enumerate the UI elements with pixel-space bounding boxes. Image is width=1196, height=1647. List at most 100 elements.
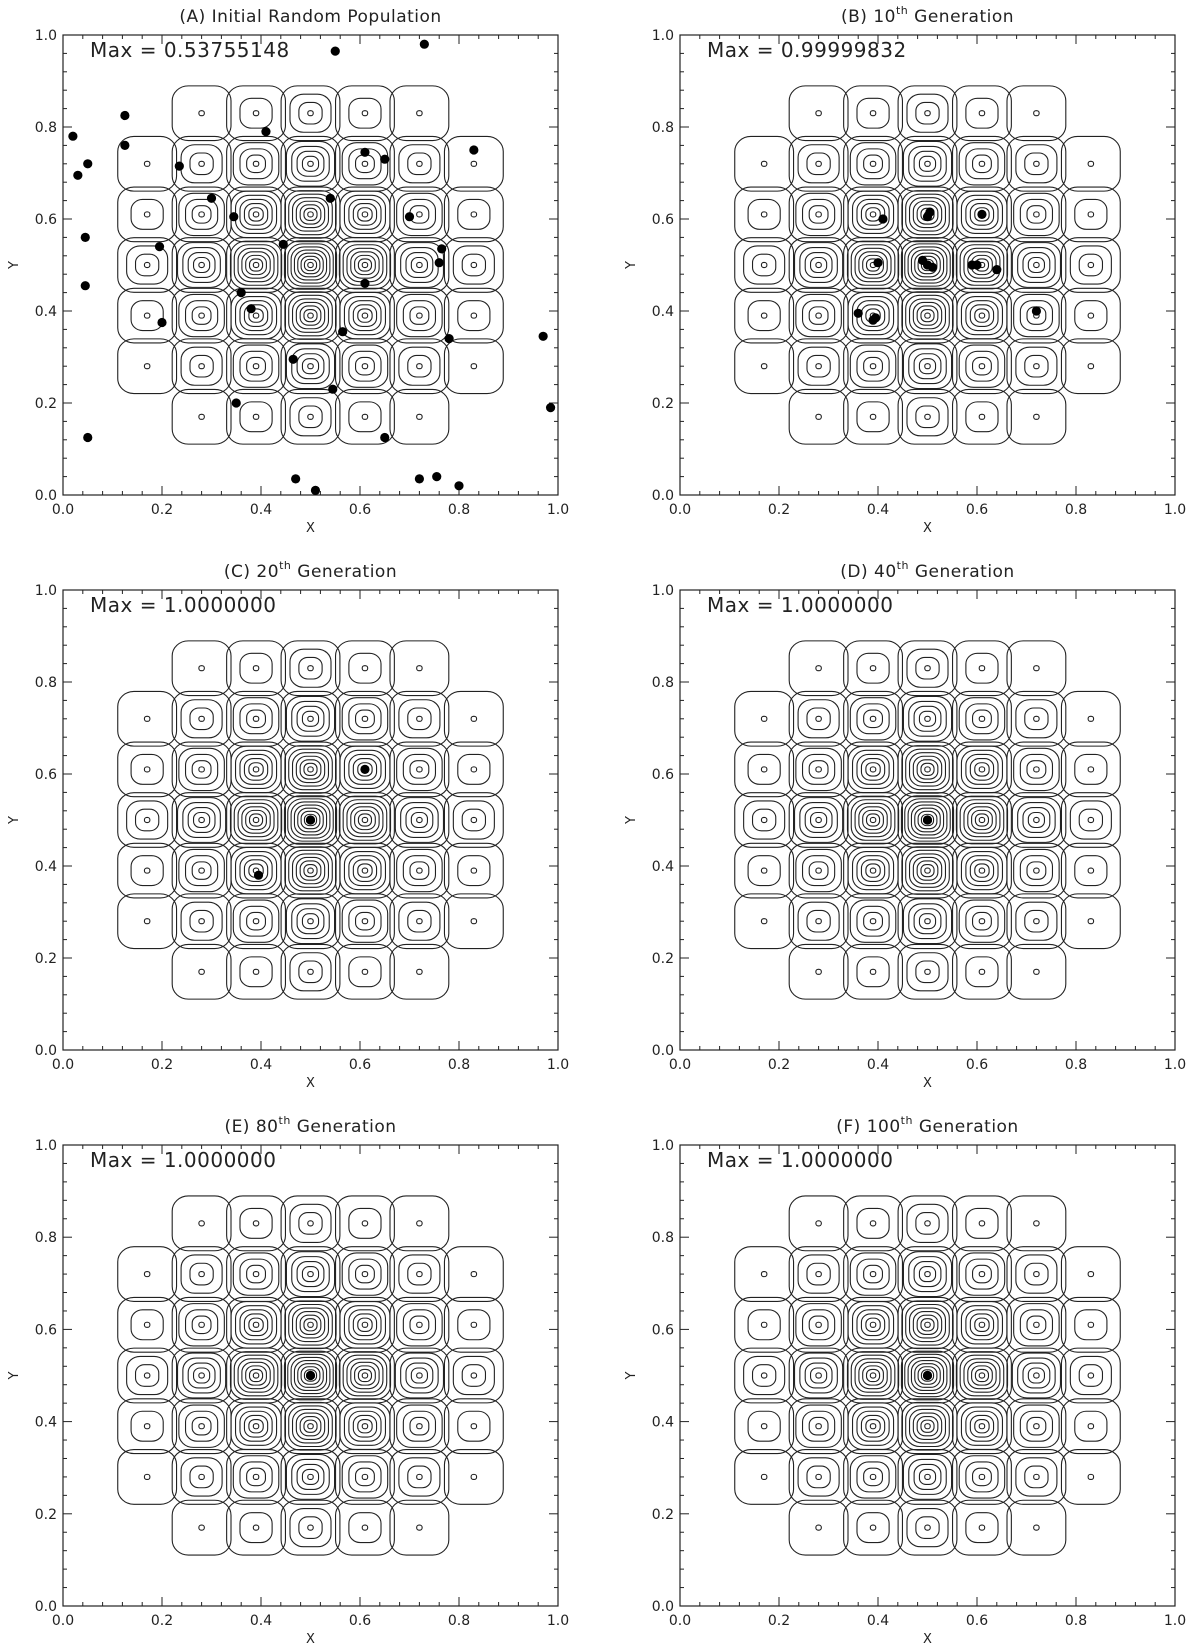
contour-line	[788, 388, 849, 445]
population-point	[229, 212, 239, 222]
population-point	[434, 258, 444, 268]
contour-line	[117, 186, 178, 243]
contour-line	[863, 709, 883, 729]
contour-line	[804, 252, 833, 278]
contour-line	[343, 1406, 387, 1446]
contour-line	[1078, 253, 1104, 277]
contour-line	[910, 1359, 945, 1392]
contour-line	[856, 350, 890, 382]
contour-line	[958, 697, 1006, 741]
contour-line	[907, 246, 948, 284]
contour-line	[788, 287, 849, 344]
contour-line	[869, 715, 877, 722]
contour-line	[252, 1321, 260, 1328]
contour-line	[913, 1463, 942, 1490]
contour-line	[734, 338, 795, 395]
contour-line	[143, 715, 151, 722]
population-point	[992, 265, 1002, 275]
contour-line	[307, 211, 314, 218]
contour-line	[1060, 741, 1121, 798]
contour-line	[856, 148, 890, 180]
x-tick-label: 0.2	[768, 502, 790, 518]
contour-line	[965, 1512, 999, 1544]
contour-line	[902, 140, 953, 187]
contour-line	[232, 344, 280, 388]
contour-line	[897, 893, 958, 950]
contour-line	[865, 1418, 881, 1434]
contour-line	[198, 968, 205, 975]
contour-line	[1026, 1416, 1047, 1436]
contour-line	[1060, 1448, 1121, 1505]
contour-line	[180, 699, 223, 739]
contour-line	[348, 97, 382, 129]
contour-line	[288, 849, 333, 892]
x-tick-label: 1.0	[1164, 1613, 1186, 1629]
contour-line	[252, 1372, 260, 1379]
contour-line	[357, 813, 373, 827]
contour-line	[187, 1362, 216, 1389]
contour-line	[760, 211, 768, 218]
contour-line	[342, 1354, 388, 1397]
contour-line	[912, 1412, 943, 1440]
contour-line	[443, 842, 504, 899]
contour-line	[171, 842, 232, 899]
contour-line	[1013, 293, 1060, 338]
contour-line	[343, 1305, 387, 1345]
contour-line	[788, 792, 849, 848]
contour-line	[226, 135, 287, 192]
contour-line	[352, 1313, 378, 1337]
contour-line	[1033, 1321, 1040, 1328]
contour-line	[1087, 1473, 1095, 1481]
contour-line	[398, 901, 441, 941]
contour-line	[916, 860, 939, 881]
contour-line	[978, 160, 986, 167]
x-tick-label: 0.2	[768, 1613, 790, 1629]
contour-line	[241, 1361, 271, 1390]
y-tick-label: 0.2	[35, 951, 57, 967]
contour-line	[252, 1270, 260, 1278]
contour-line	[1060, 1398, 1121, 1455]
ordinal-suffix: th	[279, 1114, 291, 1127]
contour-line	[389, 1347, 450, 1404]
contour-line	[348, 956, 382, 988]
panel-title-text: Generation	[915, 562, 1015, 582]
contour-line	[303, 1318, 318, 1332]
contour-line	[416, 1524, 423, 1531]
contour-line	[865, 813, 881, 827]
panel-title: (F) 100th Generation	[836, 1114, 1018, 1137]
contour-line	[808, 861, 829, 880]
contour-line	[285, 1251, 336, 1298]
contour-line	[847, 1300, 899, 1349]
contour-line	[849, 142, 897, 186]
contour-line	[348, 1309, 382, 1341]
contour-line	[951, 1195, 1012, 1252]
population-point	[291, 474, 301, 484]
contour-line	[862, 1365, 884, 1386]
x-axis-label: X	[923, 1076, 932, 1091]
contour-line	[307, 110, 314, 117]
contour-line	[799, 1357, 838, 1394]
population-point	[73, 170, 83, 180]
contour-line	[908, 1408, 947, 1444]
contour-field	[117, 1195, 504, 1556]
contour-line	[913, 353, 942, 380]
contour-line	[398, 346, 441, 386]
contour-line	[334, 1499, 395, 1556]
contour-line	[291, 197, 330, 232]
contour-line	[918, 913, 937, 930]
contour-line	[291, 1307, 330, 1343]
contour-line	[243, 304, 269, 327]
contour-line	[288, 1405, 333, 1448]
contour-line	[402, 1410, 437, 1442]
contour-line	[849, 697, 897, 741]
contour-line	[801, 855, 836, 887]
contour-line	[334, 85, 395, 142]
contour-line	[230, 846, 282, 895]
contour-line	[924, 715, 931, 722]
contour-line	[341, 899, 389, 943]
contour-line	[951, 1347, 1012, 1404]
contour-line	[334, 1195, 395, 1252]
contour-line	[252, 110, 260, 117]
contour-line	[334, 893, 395, 950]
